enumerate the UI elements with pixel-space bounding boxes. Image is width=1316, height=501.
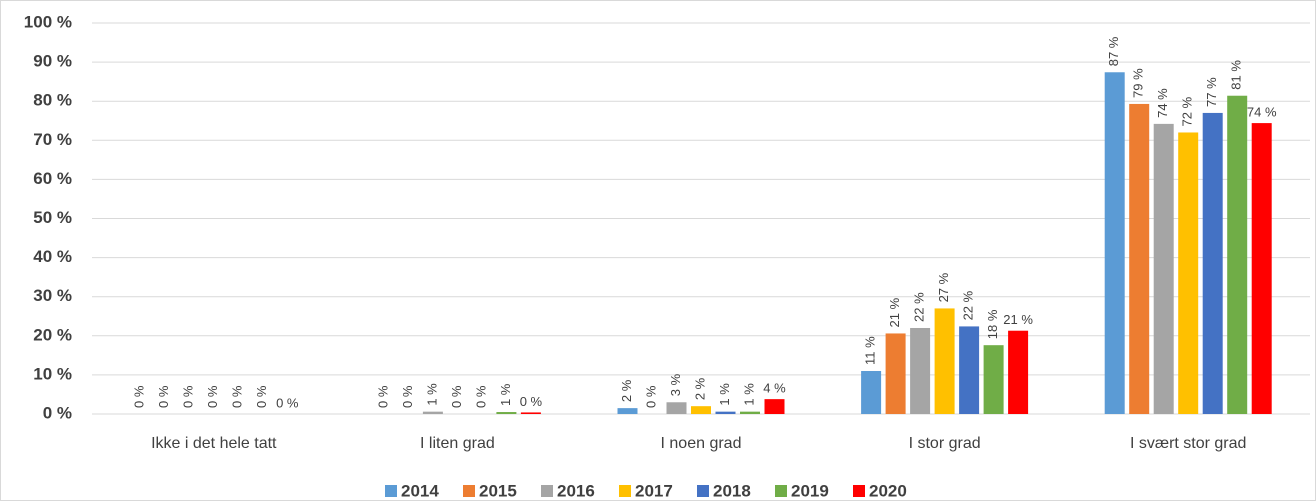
y-tick-label: 80 %	[33, 91, 72, 110]
legend-swatch	[697, 485, 709, 497]
data-label: 1 %	[741, 383, 756, 406]
data-label: 0 %	[132, 385, 147, 408]
y-tick-label: 20 %	[33, 325, 72, 344]
bar	[691, 406, 711, 414]
legend-label: 2020	[869, 481, 907, 500]
legend-label: 2019	[791, 481, 829, 500]
data-label: 0 %	[230, 385, 245, 408]
y-tick-label: 60 %	[33, 169, 72, 188]
bar	[1251, 123, 1272, 414]
bar	[959, 326, 980, 414]
data-label: 4 %	[763, 381, 786, 396]
data-label: 2 %	[692, 377, 707, 400]
bar	[496, 412, 517, 414]
legend-label: 2015	[479, 481, 517, 500]
data-label: 0 %	[254, 385, 269, 408]
data-label: 74 %	[1155, 88, 1170, 118]
data-label: 0 %	[276, 395, 299, 410]
bar	[1129, 103, 1150, 414]
data-label: 1 %	[424, 383, 439, 406]
y-tick-label: 30 %	[33, 286, 72, 305]
y-tick-label: 50 %	[33, 208, 72, 227]
data-label: 79 %	[1131, 68, 1146, 98]
bar	[520, 412, 541, 414]
bar	[666, 402, 687, 414]
legend-swatch	[619, 485, 631, 497]
data-label: 87 %	[1106, 36, 1121, 66]
bar	[422, 411, 443, 414]
bar	[861, 370, 882, 414]
data-label: 81 %	[1229, 60, 1244, 90]
data-label: 27 %	[936, 272, 951, 302]
data-label: 1 %	[498, 383, 513, 406]
data-label: 0 %	[400, 385, 415, 408]
y-tick-label: 40 %	[33, 247, 72, 266]
data-label: 22 %	[961, 290, 976, 320]
data-label: 2 %	[619, 379, 634, 402]
x-tick-label: Ikke i det hele tatt	[151, 435, 277, 452]
data-label: 0 %	[520, 394, 543, 409]
bar	[764, 399, 785, 414]
data-label: 77 %	[1204, 77, 1219, 107]
legend-swatch	[385, 485, 397, 497]
x-tick-label: I liten grad	[420, 435, 495, 452]
y-tick-label: 100 %	[24, 12, 72, 31]
y-tick-label: 70 %	[33, 130, 72, 149]
data-label: 21 %	[1003, 312, 1033, 327]
bar	[1008, 330, 1029, 414]
data-label: 0 %	[375, 385, 390, 408]
y-tick-label: 0 %	[43, 403, 72, 422]
data-label: 11 %	[863, 336, 878, 365]
data-label: 1 %	[717, 383, 732, 406]
bar	[934, 308, 955, 414]
legend-swatch	[775, 485, 787, 497]
legend-swatch	[541, 485, 553, 497]
data-label: 0 %	[643, 385, 658, 408]
data-label: 0 %	[449, 385, 464, 408]
bar	[1227, 95, 1248, 414]
data-label: 21 %	[887, 297, 902, 327]
legend-swatch	[463, 485, 475, 497]
data-label: 3 %	[668, 373, 683, 396]
data-label: 18 %	[985, 309, 1000, 339]
data-label: 0 %	[205, 385, 220, 408]
data-label: 72 %	[1180, 96, 1195, 126]
y-tick-label: 90 %	[33, 52, 72, 71]
legend-label: 2014	[401, 481, 439, 500]
bar	[1178, 132, 1199, 415]
data-label: 22 %	[912, 292, 927, 322]
bar	[885, 333, 906, 414]
y-tick-label: 10 %	[33, 364, 72, 383]
data-label: 74 %	[1247, 105, 1277, 120]
data-label: 0 %	[473, 385, 488, 408]
bar	[1202, 112, 1223, 415]
bar	[740, 411, 760, 414]
bar	[983, 345, 1004, 414]
x-tick-label: I noen grad	[661, 435, 742, 452]
x-tick-label: I svært stor grad	[1130, 435, 1246, 452]
data-label: 0 %	[156, 385, 171, 408]
bar	[1153, 123, 1174, 415]
data-label: 0 %	[181, 385, 196, 408]
legend-label: 2017	[635, 481, 673, 500]
x-tick-label: I stor grad	[909, 435, 981, 452]
legend-label: 2018	[713, 481, 751, 500]
bar	[1104, 72, 1125, 415]
legend-label: 2016	[557, 481, 595, 500]
bar	[715, 411, 736, 414]
bar	[910, 327, 931, 414]
legend-swatch	[853, 485, 865, 497]
bar	[617, 408, 638, 414]
